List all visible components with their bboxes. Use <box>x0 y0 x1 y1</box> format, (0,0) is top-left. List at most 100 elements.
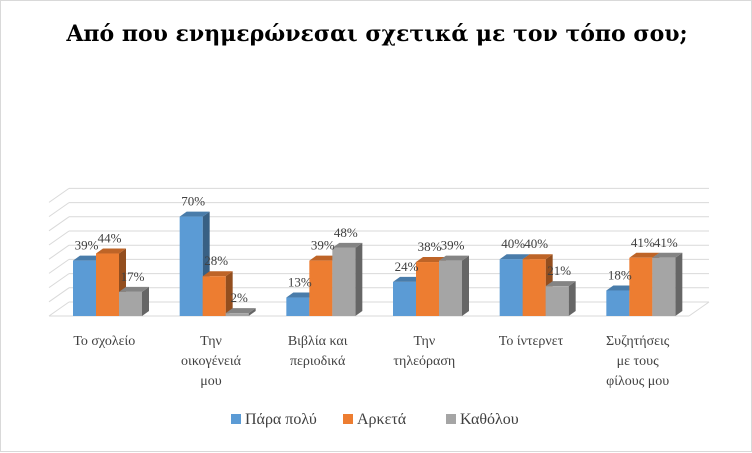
bar-side <box>462 255 469 316</box>
bar-side <box>568 281 576 316</box>
bar-top <box>439 255 469 261</box>
grid-layer <box>48 187 710 317</box>
bar-top <box>332 242 363 248</box>
legend-label: Αρκετά <box>357 411 407 428</box>
bar-top <box>309 255 340 261</box>
bar-top <box>393 276 423 282</box>
bar-front <box>606 290 630 316</box>
data-label: 39% <box>75 238 99 253</box>
data-label: 38% <box>418 239 442 254</box>
bar-front <box>96 253 119 316</box>
data-label: 44% <box>98 231 122 246</box>
bar-front <box>629 257 653 316</box>
bar <box>439 255 469 316</box>
gridline-depth <box>48 273 70 289</box>
data-label: 18% <box>608 267 632 282</box>
bar-front <box>652 257 676 316</box>
category-label: Το σχολείο <box>73 334 135 349</box>
gridline-depth <box>48 187 70 203</box>
bar-front <box>545 286 569 316</box>
gridline-depth <box>48 202 70 218</box>
data-label: 13% <box>288 275 312 290</box>
bar-top <box>416 257 446 263</box>
legend-label: Καθόλου <box>460 411 519 428</box>
chart-title: Από που ενημερώνεσαι σχετικά με τον τόπο… <box>65 21 687 47</box>
bar-top <box>499 254 530 260</box>
bar <box>652 252 683 316</box>
bar-front <box>225 313 249 316</box>
bar <box>545 281 576 316</box>
data-label: 41% <box>654 235 678 250</box>
data-label: 39% <box>311 238 335 253</box>
data-label: 2% <box>230 290 248 305</box>
bar-front <box>522 259 546 316</box>
category-label: Βιβλία και περιοδικά <box>288 334 348 369</box>
bar-top <box>73 255 103 261</box>
legend-label: Πάρα πολύ <box>245 411 317 428</box>
bar <box>332 242 363 316</box>
bar-front <box>332 247 356 316</box>
gridline-depth <box>48 258 70 274</box>
bar-side <box>225 271 233 316</box>
bar <box>225 308 256 316</box>
category-label: Την οικογένειά μου <box>181 334 242 389</box>
bar-side <box>248 308 256 316</box>
gridline-depth <box>48 216 70 232</box>
bar-side <box>355 242 363 316</box>
bar-front <box>286 297 310 316</box>
data-label: 48% <box>334 225 358 240</box>
bar <box>119 286 149 316</box>
floor-edge-depth <box>688 301 710 317</box>
bar-top <box>629 252 660 258</box>
legend-swatch <box>231 414 241 424</box>
bar-front <box>179 216 203 316</box>
data-label: 70% <box>181 194 205 209</box>
bar-side <box>142 286 149 316</box>
legend-item: Καθόλου <box>446 411 519 428</box>
category-label: Την τηλεόραση <box>393 334 455 369</box>
legend-item: Αρκετά <box>343 411 407 428</box>
category-label: Συζητήσεις με τους φίλους μου <box>606 334 670 389</box>
data-label: 41% <box>631 235 655 250</box>
bar-top <box>179 211 210 217</box>
bar-top <box>286 292 317 298</box>
data-label: 39% <box>441 238 465 253</box>
category-labels: Το σχολείο Την οικογένειά μου Βιβλία και περι… <box>73 334 669 389</box>
gridline-depth <box>48 287 70 303</box>
bar-top <box>522 254 553 260</box>
bar-side <box>675 252 683 316</box>
bar-front <box>73 260 96 316</box>
gridline-depth <box>48 244 70 260</box>
bar-top <box>202 271 233 277</box>
data-label: 21% <box>547 263 571 278</box>
bar-front <box>416 262 439 316</box>
bar-top <box>119 286 149 292</box>
bar-front <box>309 260 333 316</box>
legend: Πάρα πολύ Αρκετά Καθόλου <box>231 411 519 428</box>
data-label: 17% <box>121 269 145 284</box>
bar-front <box>202 276 226 316</box>
bar-top <box>96 248 126 254</box>
data-label: 40% <box>501 236 525 251</box>
bar-top <box>652 252 683 258</box>
legend-swatch <box>446 414 456 424</box>
data-label: 28% <box>204 253 228 268</box>
bar-front <box>119 291 142 316</box>
legend-item: Πάρα πολύ <box>231 411 317 428</box>
gridline-depth <box>48 301 70 317</box>
category-label: Το ίντερνετ <box>499 334 564 349</box>
data-labels: 39% 44%17%70%28%2%13%39%48%24%38% 39% 40% 40… <box>75 194 678 306</box>
data-label: 24% <box>395 259 419 274</box>
legend-swatch <box>343 414 353 424</box>
bar <box>202 271 233 316</box>
data-label: 40% <box>524 236 548 251</box>
bars-layer <box>73 211 683 316</box>
bar-front <box>499 259 523 316</box>
bar-top <box>545 281 576 287</box>
bar-top <box>606 285 637 291</box>
bar-front <box>439 260 462 316</box>
bar-front <box>393 281 416 316</box>
gridline-depth <box>48 230 70 246</box>
